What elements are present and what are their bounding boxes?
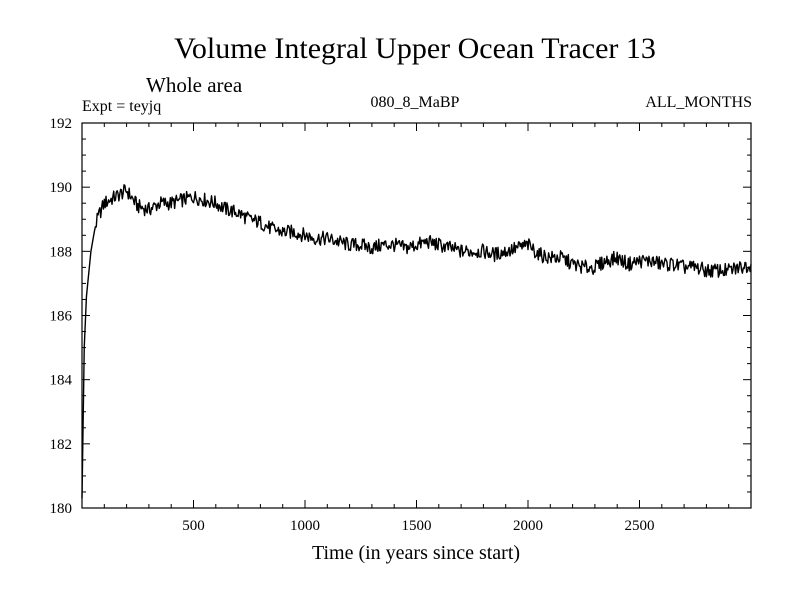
chart-subtitle: Whole area [146,73,243,97]
plot-frame [81,122,752,509]
y-tick-label: 180 [50,501,73,517]
y-tick-label: 188 [50,244,73,260]
expt-label: Expt = teyjq [82,98,161,115]
y-tick-label: 184 [50,373,73,389]
y-tick-label: 186 [50,309,73,325]
run-label: 080_8_MaBP [371,94,460,111]
chart-title: Volume Integral Upper Ocean Tracer 13 [174,32,656,65]
x-tick-label: 1000 [290,518,320,534]
y-tick-label: 190 [50,180,73,196]
series-layer [81,184,752,499]
x-tick-label: 2500 [625,518,655,534]
tick-marks [82,122,751,509]
months-label: ALL_MONTHS [645,94,752,111]
y-tick-label: 192 [50,116,73,132]
x-tick-label: 2000 [513,518,543,534]
tick-labels: 180 182 184 186 188 190 192 500 1000 1500 2000 2500 [50,116,655,534]
series-line [81,184,752,499]
x-axis-label: Time (in years since start) [312,542,520,564]
y-tick-label: 182 [50,437,73,453]
x-tick-label: 500 [182,518,205,534]
x-tick-label: 1500 [402,518,432,534]
